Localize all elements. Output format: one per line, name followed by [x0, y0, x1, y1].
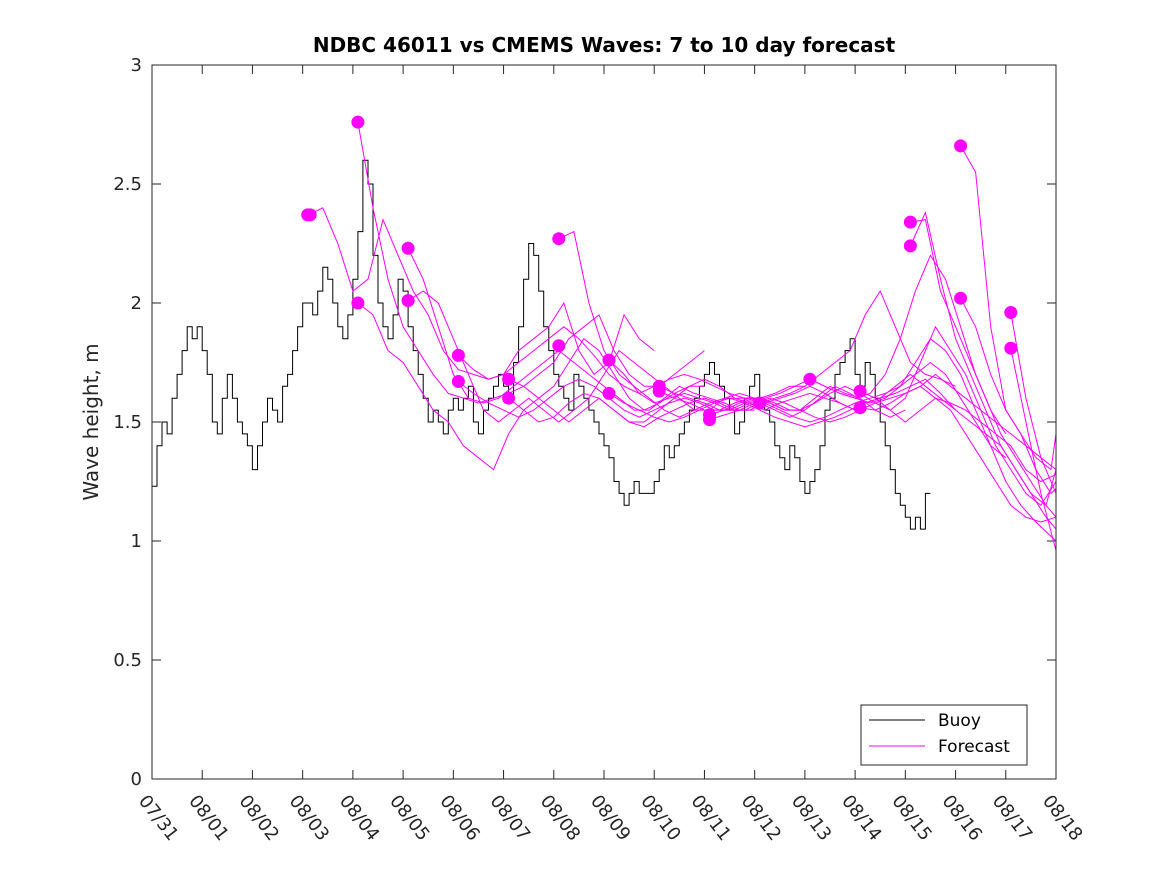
forecast-line	[909, 211, 1057, 507]
plot-area	[152, 65, 1056, 779]
forecast-line	[558, 230, 906, 418]
forecast-marker	[401, 294, 415, 308]
buoy-series	[152, 159, 931, 530]
forecast-line	[608, 290, 956, 411]
y-tick-label: 0	[131, 769, 142, 790]
forecast-marker	[803, 372, 817, 386]
forecast-line	[357, 122, 705, 404]
buoy-line	[152, 159, 931, 530]
forecast-marker	[1004, 341, 1018, 355]
forecast-marker	[351, 296, 365, 310]
legend: Buoy Forecast	[860, 704, 1028, 766]
forecast-line	[859, 390, 1057, 483]
forecast-line	[458, 326, 805, 399]
forecast-marker	[652, 384, 666, 398]
legend-box	[860, 704, 1028, 766]
forecast-marker	[552, 339, 566, 353]
forecast-line	[357, 302, 705, 471]
forecast-marker	[853, 401, 867, 415]
forecast-line	[508, 385, 856, 428]
forecast-markers	[301, 115, 1018, 427]
forecast-marker	[502, 391, 516, 405]
forecast-marker	[401, 241, 415, 255]
y-tick-label: 1.5	[113, 412, 142, 433]
forecast-marker	[954, 139, 968, 153]
forecast-marker	[552, 232, 566, 246]
forecast-line	[407, 290, 755, 423]
forecast-marker	[853, 384, 867, 398]
forecast-line	[508, 337, 856, 411]
forecast-marker	[602, 353, 616, 367]
y-tick-label: 2.5	[113, 174, 142, 195]
forecast-line	[658, 361, 1007, 459]
legend-buoy-label: Buoy	[938, 711, 981, 731]
y-tick-label: 1	[131, 531, 142, 552]
forecast-series-group	[307, 122, 1057, 551]
forecast-line	[860, 373, 1057, 470]
forecast-line	[709, 385, 1057, 523]
chart-title: NDBC 46011 vs CMEMS Waves: 7 to 10 day f…	[313, 33, 896, 57]
forecast-marker	[451, 375, 465, 388]
forecast-marker	[903, 239, 917, 253]
forecast-marker	[351, 115, 365, 129]
forecast-marker	[502, 372, 516, 386]
y-tick-label: 2	[131, 293, 142, 314]
forecast-line	[307, 207, 655, 380]
plot-frame	[151, 64, 1057, 780]
forecast-marker	[303, 208, 317, 222]
forecast-marker	[703, 413, 716, 427]
forecast-line	[407, 248, 755, 411]
forecast-marker	[451, 348, 465, 362]
y-tick-label: 3	[131, 55, 142, 76]
forecast-line	[1010, 312, 1057, 494]
forecast-marker	[954, 291, 968, 305]
forecast-marker	[1004, 306, 1018, 319]
forecast-line	[960, 297, 1057, 471]
forecast-line	[1010, 348, 1057, 551]
legend-forecast-label: Forecast	[938, 737, 1010, 757]
forecast-marker	[903, 215, 917, 229]
forecast-marker	[602, 386, 616, 400]
y-tick-label: 0.5	[113, 650, 142, 671]
forecast-marker	[753, 396, 767, 410]
y-axis-label: Wave height, m	[79, 343, 103, 500]
forecast-line	[809, 337, 1057, 542]
forecast-line	[608, 378, 956, 428]
forecast-line	[910, 219, 1057, 518]
